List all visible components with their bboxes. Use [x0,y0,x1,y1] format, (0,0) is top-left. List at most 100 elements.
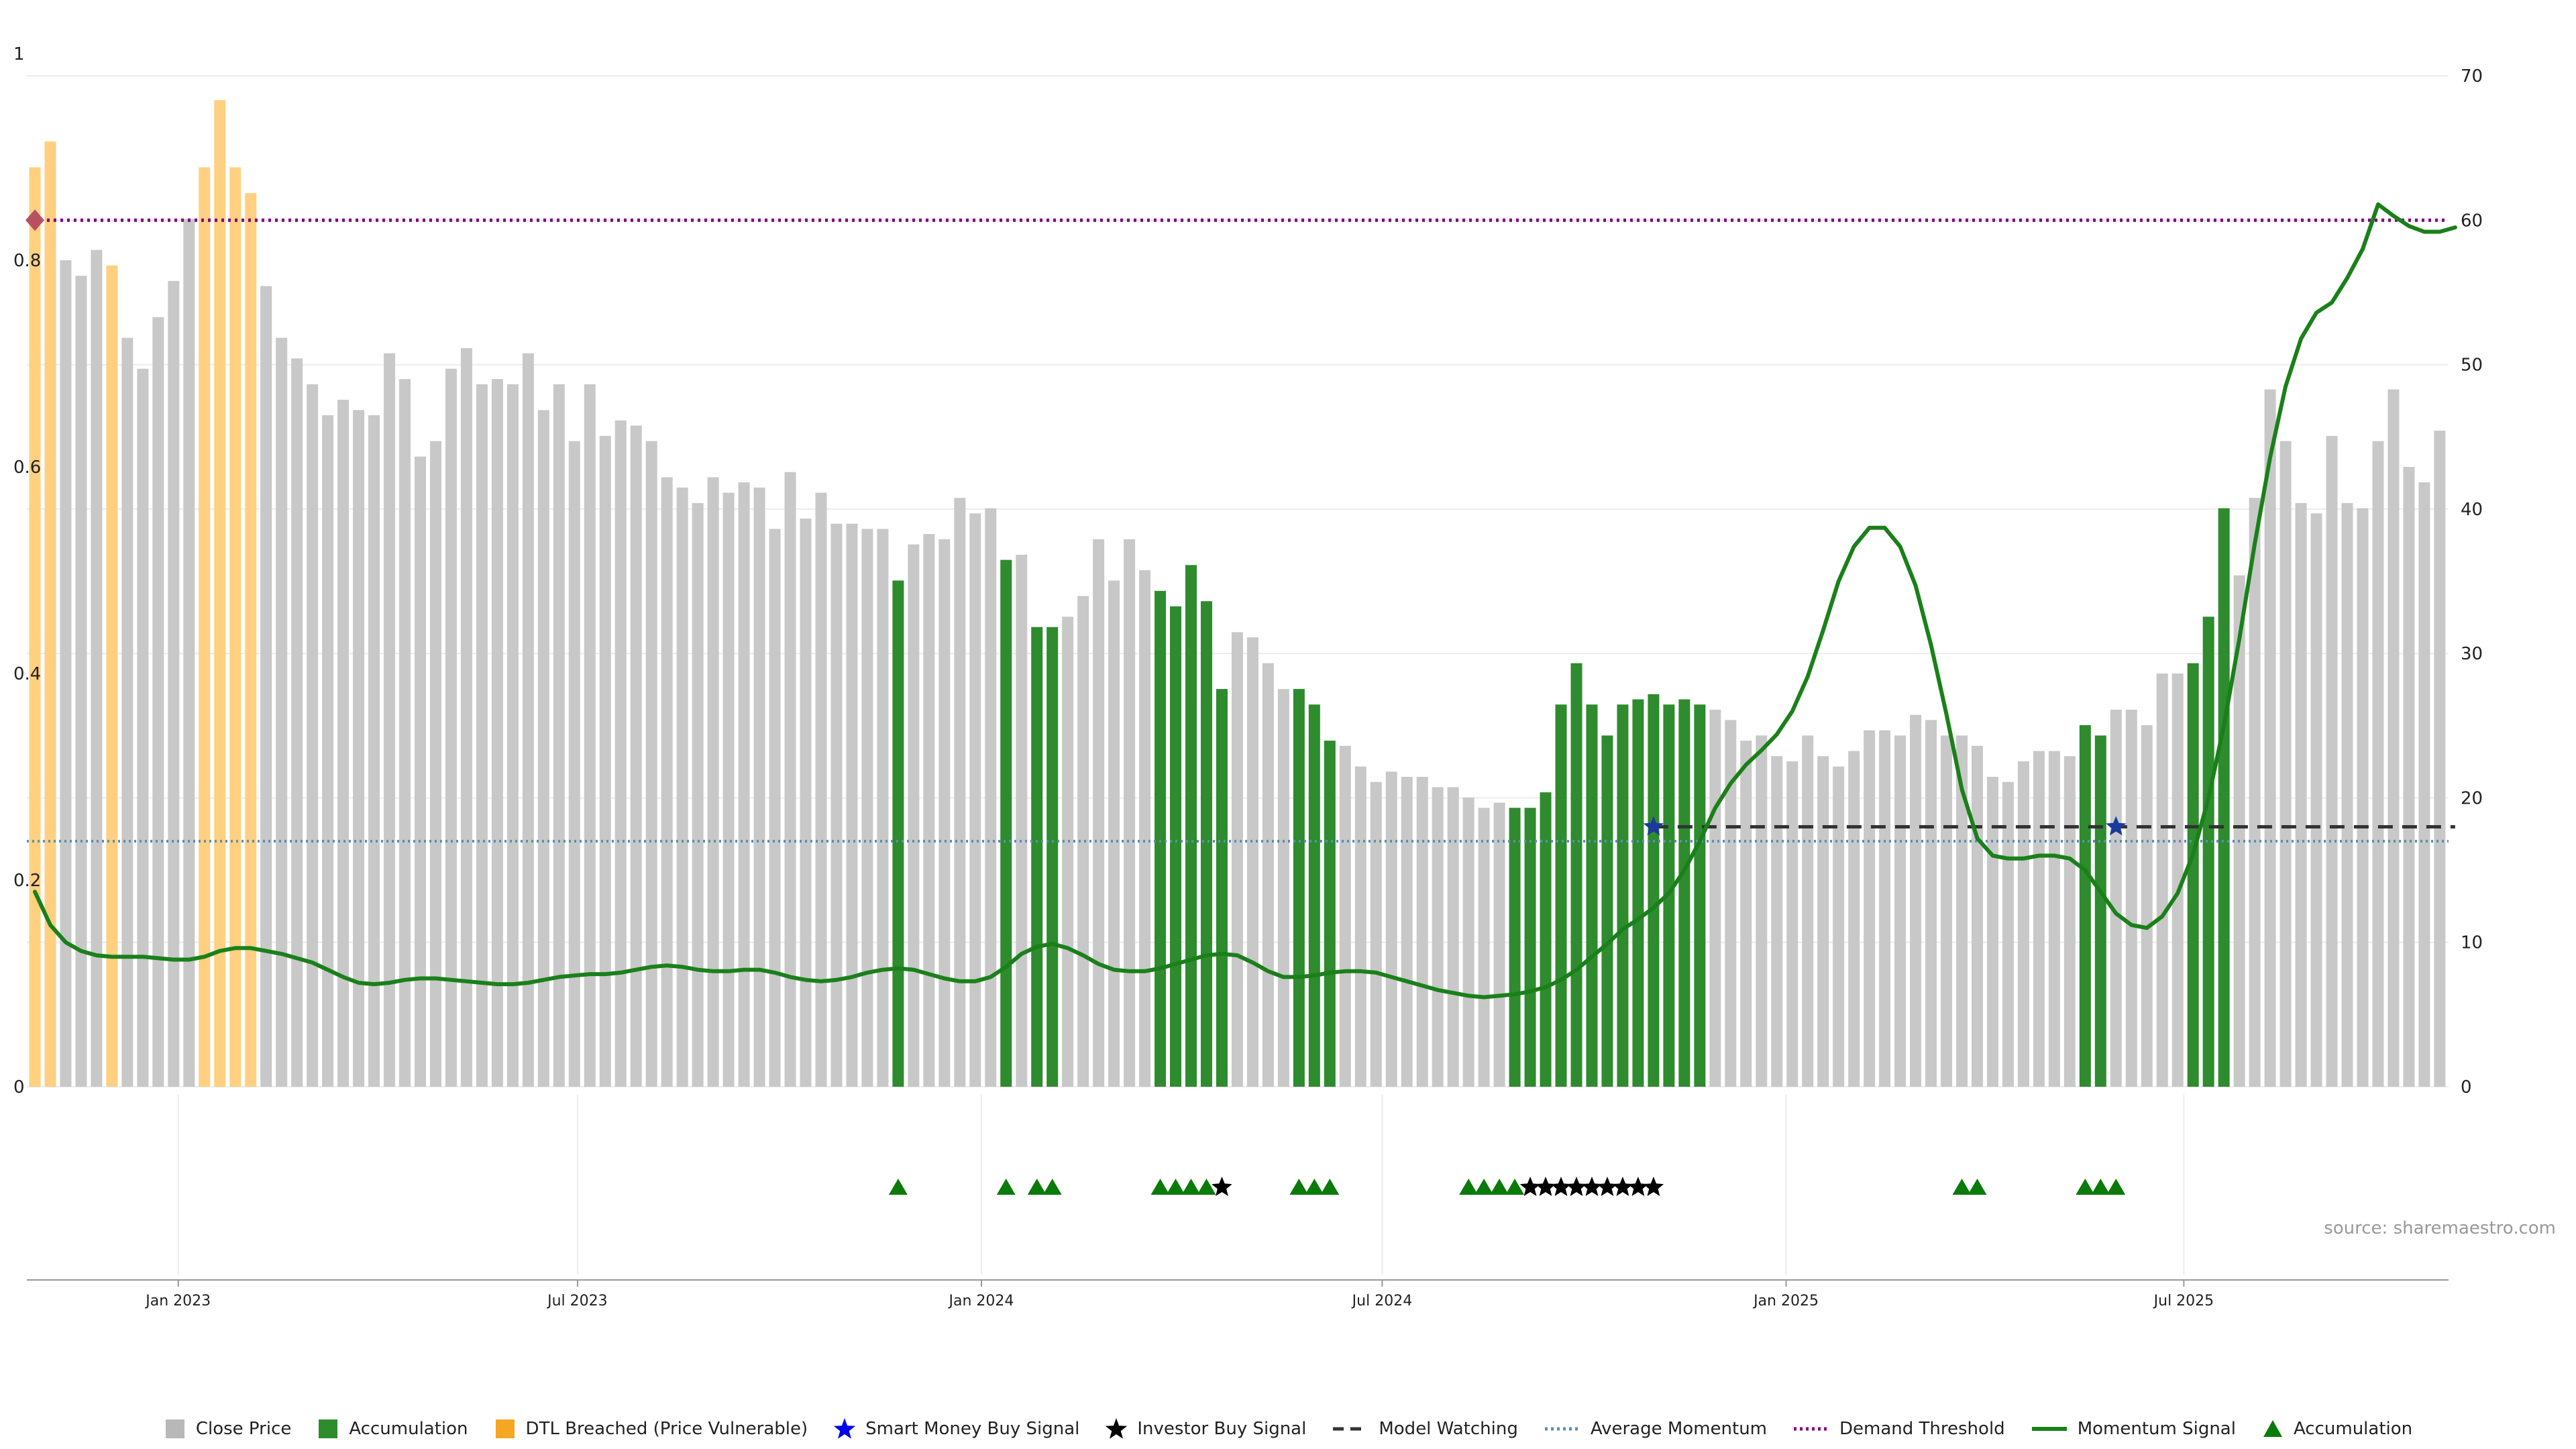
bar-9 [168,280,180,1087]
bar-76 [1200,601,1212,1087]
accumulation-marker-25 [1952,1179,1972,1195]
legend-label: Investor Buy Signal [1137,1419,1307,1439]
bar-113 [1771,756,1783,1087]
bar-85 [1339,745,1351,1087]
bar-13 [229,167,241,1087]
bar-109 [1709,709,1721,1087]
bar-156 [2434,431,2446,1087]
bar-37 [599,435,611,1087]
bar-3 [75,276,87,1087]
bar-110 [1725,720,1737,1087]
bar-31 [506,384,519,1087]
y-right-tick-7: 70 [2461,66,2483,87]
bar-80 [1262,663,1274,1087]
bar-105 [1648,694,1660,1087]
accumulation-marker-29 [2106,1179,2126,1195]
bar-14 [245,193,257,1087]
investor-marker-18 [1550,1177,1572,1196]
accumulation-marker-6 [1181,1179,1201,1195]
bar-96 [1509,808,1521,1087]
bar-40 [645,441,657,1087]
bar-56 [892,580,904,1087]
bar-57 [908,544,920,1087]
bar-62 [985,508,997,1087]
bar-28 [460,347,472,1087]
accumulation-marker-12 [1459,1179,1479,1195]
bar-98 [1540,792,1552,1087]
legend-symbol-dotted [1794,1427,1829,1431]
demand-marker [25,209,44,231]
bar-47 [753,487,765,1087]
bar-52 [830,523,843,1087]
investor-marker-22 [1612,1177,1633,1196]
bar-133 [2079,725,2091,1087]
bar-38 [614,420,627,1087]
bar-15 [260,286,272,1087]
y-right-tick-4: 40 [2461,500,2483,520]
y-right-tick-6: 60 [2461,211,2483,231]
accumulation-marker-7 [1197,1179,1216,1195]
bar-83 [1308,704,1320,1087]
bar-117 [1833,766,1845,1087]
bar-24 [399,379,411,1087]
bar-46 [738,482,750,1087]
bar-39 [630,425,642,1087]
accumulation-marker-26 [1968,1179,1987,1195]
y-left-tick-3: 0.6 [13,458,41,478]
bar-44 [707,477,719,1087]
bar-79 [1246,637,1258,1087]
accumulation-marker-9 [1289,1179,1309,1195]
legend-item-8: Momentum Signal [2031,1417,2236,1440]
bar-115 [1802,735,1814,1087]
bar-32 [522,353,534,1087]
bar-16 [276,337,288,1087]
line-series [25,202,2457,1000]
legend-label: Model Watching [1379,1419,1518,1439]
bar-68 [1077,596,1089,1087]
bar-8 [152,317,164,1087]
y-left-tick-0: 0 [13,1077,25,1097]
bar-124 [1941,735,1953,1087]
legend-item-2: DTL Breached (Price Vulnerable) [494,1417,808,1440]
legend-symbol-square [495,1419,515,1438]
bar-86 [1354,766,1366,1087]
legend-symbol-star [833,1418,856,1439]
bar-21 [353,410,365,1087]
bar-10 [183,219,195,1087]
bar-26 [429,441,441,1087]
bar-144 [2249,498,2261,1087]
y-right-tick-1: 10 [2461,933,2483,953]
bar-81 [1277,689,1289,1087]
bar-64 [1016,554,1028,1087]
bar-11 [199,167,211,1087]
legend-symbol-triangle [2263,1420,2282,1437]
smart-money-star-0 [1643,816,1664,836]
investor-marker-20 [1581,1177,1603,1196]
bar-22 [368,415,380,1087]
bar-2 [60,260,72,1087]
bar-97 [1524,808,1536,1087]
bar-7 [137,368,149,1087]
bar-72 [1139,570,1151,1087]
legend-label: Demand Threshold [1839,1419,2005,1439]
bar-146 [2279,441,2292,1087]
signal-markers [888,1177,2126,1196]
legend-label: Close Price [195,1419,292,1439]
accumulation-marker-2 [1027,1179,1046,1195]
bar-29 [476,384,488,1087]
bar-4 [91,250,103,1087]
bar-59 [938,539,951,1087]
bar-134 [2094,735,2106,1087]
bar-112 [1756,735,1768,1087]
legend-label: Smart Money Buy Signal [865,1419,1080,1439]
legend-symbol-dotted [1544,1427,1580,1431]
bar-43 [692,502,704,1087]
y-left-tick-5: 1 [13,44,25,64]
bar-63 [1000,559,1012,1087]
accumulation-marker-27 [2076,1179,2095,1195]
bar-70 [1108,580,1120,1087]
bar-20 [337,399,350,1087]
bar-53 [846,523,858,1087]
